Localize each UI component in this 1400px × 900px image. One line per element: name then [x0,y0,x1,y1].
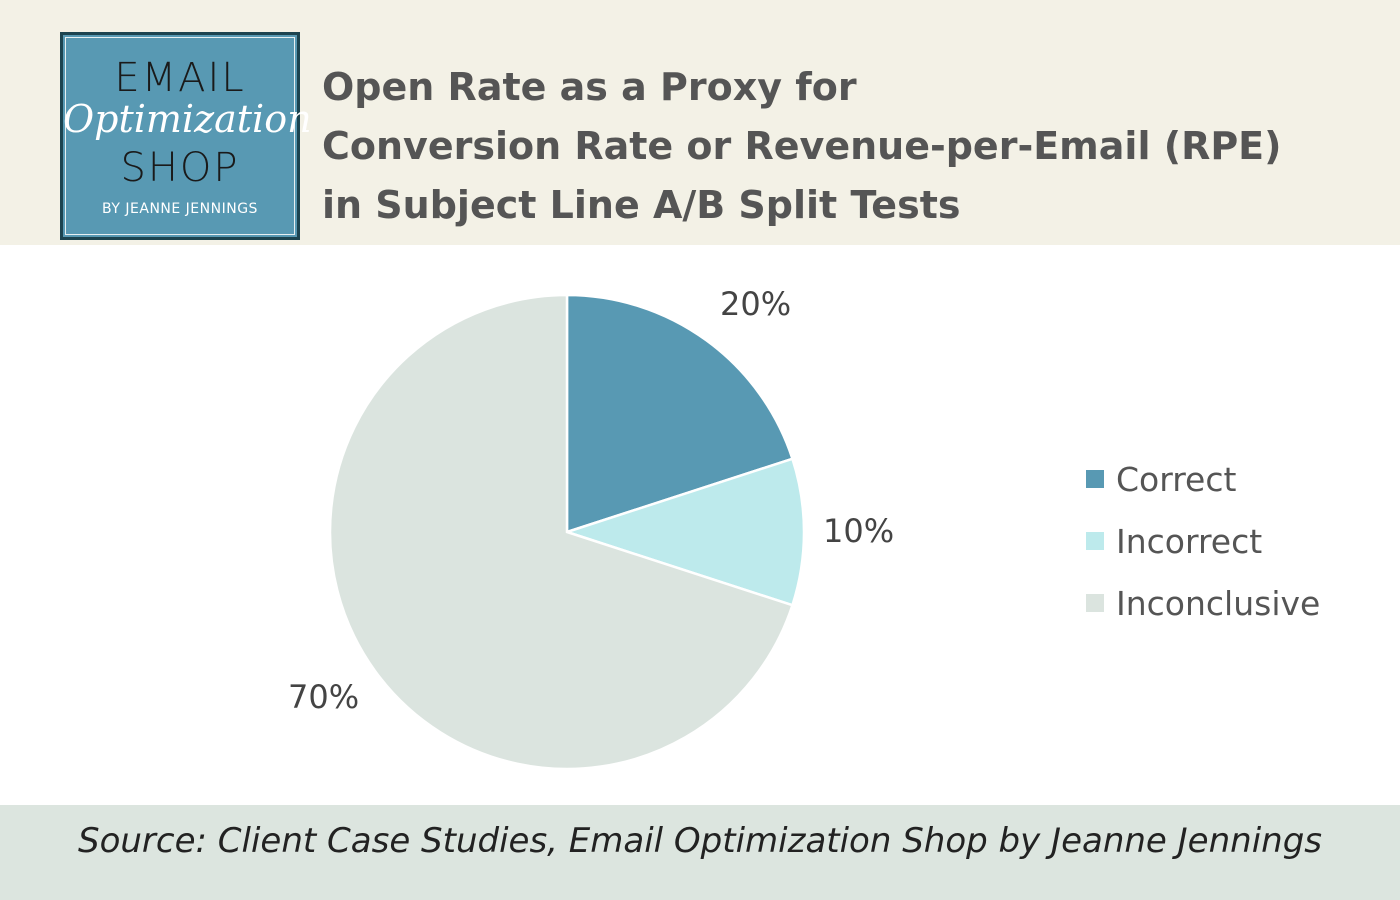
data-label-incorrect: 10% [823,512,895,550]
logo: EMAIL Optimization SHOP BY JEANNE JENNIN… [60,32,312,240]
pie-slice-correct [565,293,794,534]
legend-item-inconclusive: Inconclusive [1086,572,1320,634]
legend-label: Correct [1116,459,1237,499]
data-label-correct: 20% [720,285,792,323]
logo-line-1: EMAIL [114,55,246,101]
legend: Correct Incorrect Inconclusive [1086,448,1320,634]
legend-label: Incorrect [1116,521,1263,561]
logo-line-4: BY JEANNE JENNINGS [102,201,258,217]
header: EMAIL Optimization SHOP BY JEANNE JENNIN… [0,0,1400,245]
data-label-inconclusive: 70% [288,678,360,716]
source-note: Source: Client Case Studies, Email Optim… [78,821,1322,861]
pie-slice-inconclusive [328,293,794,771]
legend-label: Inconclusive [1116,583,1321,623]
legend-swatch [1086,470,1104,488]
footer: Source: Client Case Studies, Email Optim… [0,805,1400,900]
logo-line-3: SHOP [120,145,240,191]
chart-title: Open Rate as a Proxy for Conversion Rate… [322,58,1282,235]
title-line-2: Conversion Rate or Revenue-per-Email (RP… [322,124,1282,168]
title-line-3: in Subject Line A/B Split Tests [322,183,961,227]
logo-line-2: Optimization [63,97,312,141]
title-line-1: Open Rate as a Proxy for [322,65,857,109]
legend-swatch [1086,532,1104,550]
legend-item-correct: Correct [1086,448,1320,510]
legend-swatch [1086,594,1104,612]
legend-item-incorrect: Incorrect [1086,510,1320,572]
pie-slice-incorrect [562,457,806,607]
